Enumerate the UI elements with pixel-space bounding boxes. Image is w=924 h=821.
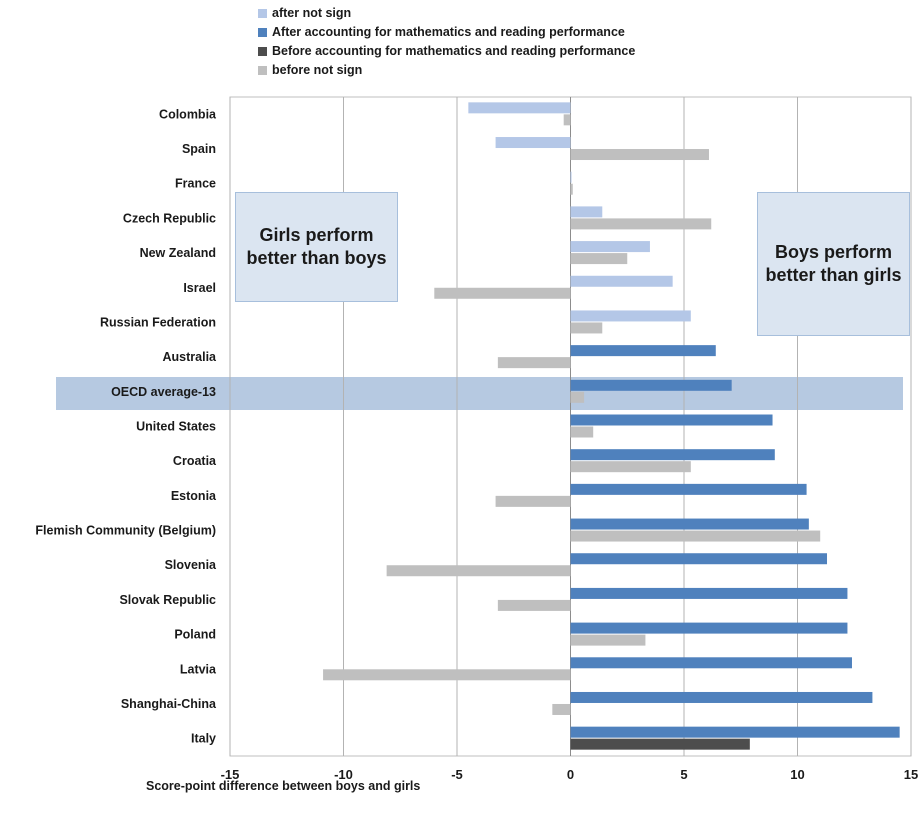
bar-after [570,275,673,287]
bar-after [570,379,732,391]
bar-before [570,426,594,438]
category-label: Czech Republic [123,211,216,225]
bar-after [570,691,873,703]
bar-before [386,565,571,577]
category-label: Latvia [180,662,217,676]
category-label: Poland [174,628,216,642]
bar-before [570,149,709,161]
category-label: OECD average-13 [111,385,216,399]
boys-callout: Boys perform better than girls [757,192,910,336]
bar-after [570,449,775,461]
bar-before [570,183,573,195]
legend-item-after: After accounting for mathematics and rea… [258,23,635,42]
highlight-band [56,377,903,410]
legend-item-after-not-sign: after not sign [258,4,635,23]
bar-before [495,495,571,507]
category-label: Israel [183,281,216,295]
category-label: Slovak Republic [119,593,216,607]
tick-labels: -15 -10 -5 0 5 10 15 [221,767,919,782]
category-label: Russian Federation [100,315,216,329]
legend-label: After accounting for mathematics and rea… [272,25,625,39]
category-label: Shanghai-China [121,697,217,711]
bar-before [570,738,750,750]
legend-swatch [258,28,267,37]
bar-after [570,310,691,322]
bar-after [570,657,852,669]
category-label: France [175,177,216,191]
tick-label: 0 [567,767,574,782]
bar-after [570,483,807,495]
legend-item-before-not-sign: before not sign [258,61,635,80]
boys-callout-text: Boys perform better than girls [765,242,902,285]
category-label: United States [136,420,216,434]
bar-after [570,553,828,565]
tick-label: -10 [334,767,353,782]
tick-label: 15 [904,767,918,782]
bar-before [552,703,571,715]
bar-before [570,461,691,473]
bar-after [468,102,571,114]
category-label: Slovenia [165,558,217,572]
bar-before [570,218,712,230]
tick-label: 10 [790,767,804,782]
bar-before [497,357,571,369]
bar-after [570,518,809,530]
legend-swatch [258,9,267,18]
category-label: Croatia [173,454,217,468]
girls-callout: Girls perform better than boys [235,192,398,302]
x-axis-label: Score-point difference between boys and … [146,779,421,793]
bar-after [570,587,848,599]
bar-before [570,322,603,334]
category-label: Italy [191,732,216,746]
bar-after [570,241,650,253]
bar-after [570,171,572,183]
category-label: New Zealand [140,246,216,260]
legend-label: after not sign [272,6,352,20]
legend-swatch [258,47,267,56]
bar-before [563,114,571,126]
bar-before [570,391,585,403]
bar-after [570,414,773,426]
legend-label: before not sign [272,63,363,77]
bar-after [495,137,571,149]
bar-after [570,206,603,218]
category-label: Flemish Community (Belgium) [35,524,216,538]
tick-label: 5 [680,767,687,782]
bar-before [434,287,571,299]
bars [323,102,900,750]
bar-before [570,530,821,542]
category-label: Estonia [171,489,217,503]
bar-before [497,599,571,611]
category-label: Colombia [159,107,217,121]
bar-before [570,634,646,646]
bar-after [570,345,716,357]
bar-before [323,669,571,681]
legend-swatch [258,66,267,75]
category-labels: Colombia Spain France Czech Republic New Zea… [35,107,217,745]
bar-after [570,726,900,738]
category-label: Spain [182,142,216,156]
tick-label: -15 [221,767,240,782]
legend-label: Before accounting for mathematics and re… [272,44,636,58]
bar-after [570,622,848,634]
girls-callout-text: Girls perform better than boys [246,225,387,268]
legend: after not sign After accounting for math… [258,4,635,80]
category-label: Australia [163,350,218,364]
legend-item-before: Before accounting for mathematics and re… [258,42,635,61]
bar-before [570,253,628,265]
tick-label: -5 [451,767,463,782]
